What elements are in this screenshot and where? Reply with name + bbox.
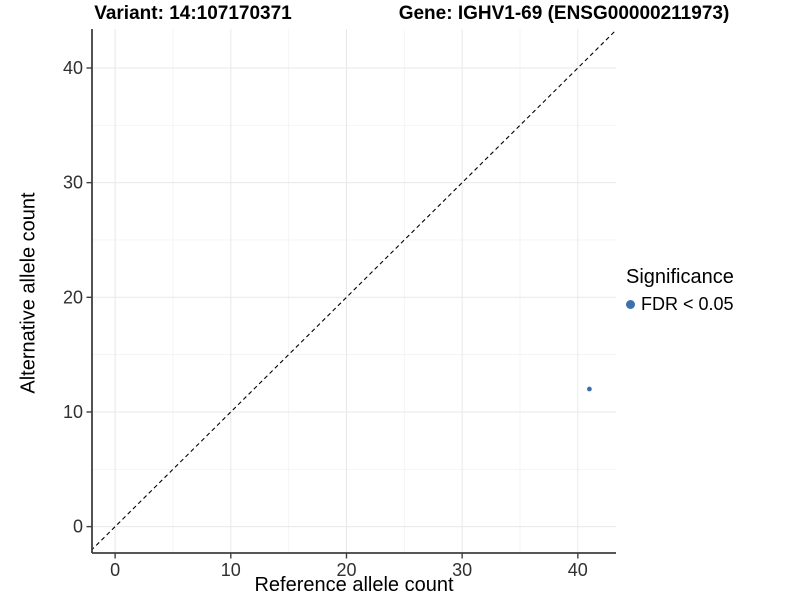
x-axis-label: Reference allele count [254,574,454,596]
x-tick-label: 40 [568,560,588,580]
y-tick-label: 0 [73,517,83,537]
y-tick-label: 10 [63,402,83,422]
y-tick-label: 30 [63,173,83,193]
y-tick-label: 20 [63,287,83,307]
legend-item-label: FDR < 0.05 [641,294,734,314]
x-tick-label: 30 [452,560,472,580]
variant-title: Variant: 14:107170371 [94,3,292,24]
y-axis-label: Alternative allele count [17,192,40,394]
legend-item: FDR < 0.05 [626,294,734,315]
y-tick-label: 40 [63,58,83,78]
data-point [586,386,592,392]
legend: Significance FDR < 0.05 [626,266,734,315]
x-tick-label: 10 [221,560,241,580]
identity-dashed-line [92,29,616,551]
x-tick-label: 0 [110,560,120,580]
gene-title: Gene: IGHV1-69 (ENSG00000211973) [398,3,730,24]
legend-point-icon [626,300,635,309]
legend-title: Significance [626,266,734,288]
x-tick-label: 20 [336,560,356,580]
